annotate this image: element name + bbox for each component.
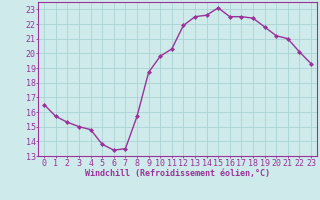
X-axis label: Windchill (Refroidissement éolien,°C): Windchill (Refroidissement éolien,°C) <box>85 169 270 178</box>
